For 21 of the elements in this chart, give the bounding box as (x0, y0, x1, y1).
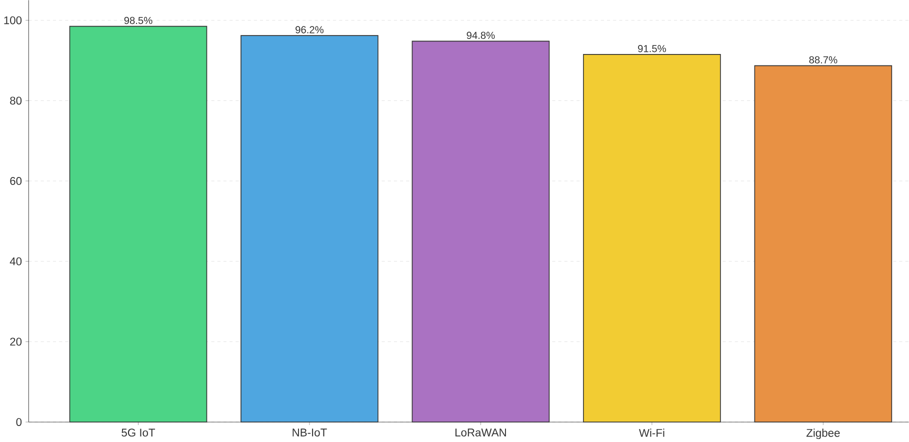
data-label: 88.7% (809, 56, 838, 64)
x-tick-label: Wi-Fi (638, 428, 664, 437)
y-tick-label: 60 (10, 176, 22, 185)
y-tick-label: 0 (16, 418, 22, 426)
bar (754, 65, 892, 422)
bar (69, 26, 208, 422)
y-tick-label: 80 (10, 96, 22, 104)
y-tick-label: 20 (10, 338, 22, 346)
x-tick-label: 5G IoT (122, 428, 156, 436)
y-tick-label: 40 (10, 257, 22, 266)
x-tick-label: LoRaWAN (455, 428, 506, 436)
data-label: 98.5% (124, 16, 152, 24)
x-tick-label: Zigbee (806, 428, 840, 439)
data-label: 96.2% (296, 26, 324, 34)
x-tick-label: NB-IoT (292, 428, 327, 436)
bar (583, 54, 721, 422)
data-label: 91.5% (638, 44, 666, 52)
y-tick-label: 100 (4, 16, 22, 24)
bar (412, 40, 550, 422)
data-label: 94.8% (466, 32, 495, 39)
bar (240, 34, 378, 422)
